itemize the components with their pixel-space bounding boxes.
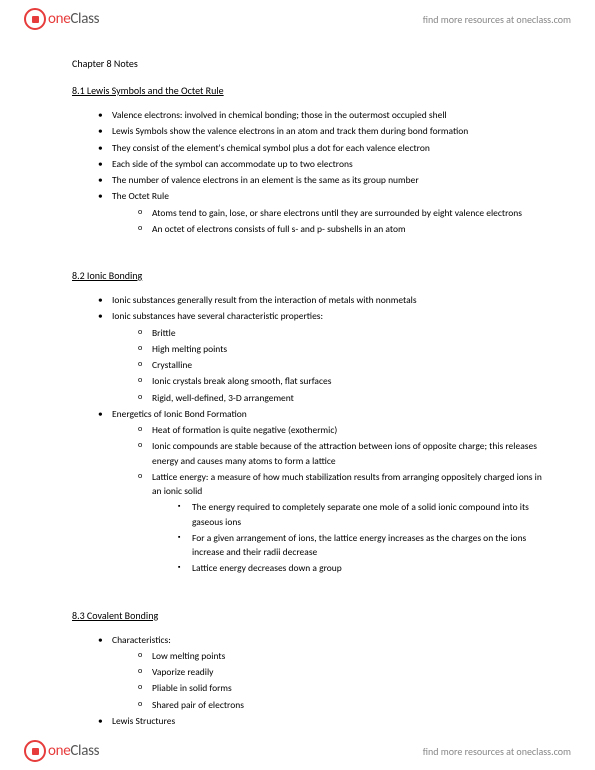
bullet-list-level-2: Brittle High melting points Crystalline Ion… xyxy=(112,326,545,405)
list-item-text: Heat of formation is quite negative (exo… xyxy=(152,424,337,436)
section-gap xyxy=(72,578,545,602)
list-item-text: For a given arrangement of ions, the lat… xyxy=(192,532,526,558)
list-item: Shared pair of electrons xyxy=(138,698,545,712)
list-item: Lewis Structures xyxy=(98,714,545,728)
document-content: Chapter 8 Notes 8.1 Lewis Symbols and th… xyxy=(72,56,545,730)
list-item: Vaporize readily xyxy=(138,665,545,679)
list-item-text: The energy required to completely separa… xyxy=(192,501,529,527)
list-item-text: Crystalline xyxy=(152,359,192,371)
list-item-text: Shared pair of electrons xyxy=(152,699,244,711)
list-item: The Octet Rule Atoms tend to gain, lose, … xyxy=(98,189,545,236)
list-item-text: Pliable in solid forms xyxy=(152,682,232,694)
logo-text-class: Class xyxy=(70,10,99,28)
list-item: Energetics of Ionic Bond Formation Heat o… xyxy=(98,407,545,576)
bullet-list-level-1: Ionic substances generally result from t… xyxy=(72,293,545,576)
list-item: The number of valence electrons in an el… xyxy=(98,173,545,187)
list-item-text: Valence electrons: involved in chemical … xyxy=(112,109,447,121)
list-item-text: Lattice energy decreases down a group xyxy=(192,562,342,574)
bullet-list-level-2: Atoms tend to gain, lose, or share elect… xyxy=(112,206,545,237)
list-item: Ionic substances generally result from t… xyxy=(98,293,545,307)
list-item-text: Characteristics: xyxy=(112,634,171,646)
list-item: Pliable in solid forms xyxy=(138,681,545,695)
logo-text: oneClass xyxy=(48,10,99,28)
bullet-list-level-2: Low melting points Vaporize readily Pliabl… xyxy=(112,649,545,712)
list-item-text: Each side of the symbol can accommodate … xyxy=(112,158,353,170)
section-heading: 8.3 Covalent Bonding xyxy=(72,608,545,623)
list-item-text: Rigid, well-defined, 3-D arrangement xyxy=(152,392,294,404)
logo-icon xyxy=(24,8,46,30)
list-item: The energy required to completely separa… xyxy=(178,500,545,529)
list-item-text: Ionic substances generally result from t… xyxy=(112,294,417,306)
list-item: Lattice energy decreases down a group xyxy=(178,561,545,575)
list-item: Rigid, well-defined, 3-D arrangement xyxy=(138,391,545,405)
list-item-text: High melting points xyxy=(152,343,227,355)
list-item-text: Brittle xyxy=(152,327,176,339)
list-item: For a given arrangement of ions, the lat… xyxy=(178,531,545,560)
list-item: Valence electrons: involved in chemical … xyxy=(98,108,545,122)
list-item-text: Ionic compounds are stable because of th… xyxy=(152,440,537,466)
list-item: High melting points xyxy=(138,342,545,356)
list-item: Lewis Symbols show the valence electrons… xyxy=(98,124,545,138)
bullet-list-level-1: Characteristics: Low melting points Vapori… xyxy=(72,633,545,729)
brand-logo: oneClass xyxy=(24,8,99,30)
logo-text-one: one xyxy=(48,10,70,28)
section-gap xyxy=(72,238,545,262)
bullet-list-level-1: Valence electrons: involved in chemical … xyxy=(72,108,545,236)
list-item: Ionic substances have several characteri… xyxy=(98,309,545,405)
list-item-text: An octet of electrons consists of full s… xyxy=(152,223,406,235)
logo-text-one: one xyxy=(48,742,70,760)
chapter-title: Chapter 8 Notes xyxy=(72,56,545,71)
list-item-text: Atoms tend to gain, lose, or share elect… xyxy=(152,207,522,219)
logo-text: oneClass xyxy=(48,742,99,760)
list-item: Crystalline xyxy=(138,358,545,372)
logo-text-class: Class xyxy=(70,742,99,760)
list-item-text: Vaporize readily xyxy=(152,666,213,678)
list-item-text: Energetics of Ionic Bond Formation xyxy=(112,408,247,420)
list-item: Heat of formation is quite negative (exo… xyxy=(138,423,545,437)
brand-logo-footer: oneClass xyxy=(24,740,99,762)
section-heading: 8.1 Lewis Symbols and the Octet Rule xyxy=(72,83,545,98)
list-item: An octet of electrons consists of full s… xyxy=(138,222,545,236)
list-item: They consist of the element's chemical s… xyxy=(98,141,545,155)
list-item-text: Ionic crystals break along smooth, flat … xyxy=(152,375,331,387)
list-item: Each side of the symbol can accommodate … xyxy=(98,157,545,171)
list-item: Lattice energy: a measure of how much st… xyxy=(138,470,545,576)
footer-resources-link[interactable]: find more resources at oneclass.com xyxy=(423,745,571,758)
list-item-text: Ionic substances have several characteri… xyxy=(112,310,323,322)
list-item-text: They consist of the element's chemical s… xyxy=(112,142,430,154)
list-item-text: The Octet Rule xyxy=(112,190,169,202)
list-item: Brittle xyxy=(138,326,545,340)
list-item-text: Lewis Symbols show the valence electrons… xyxy=(112,125,468,137)
list-item: Ionic compounds are stable because of th… xyxy=(138,439,545,468)
list-item: Low melting points xyxy=(138,649,545,663)
list-item: Ionic crystals break along smooth, flat … xyxy=(138,374,545,388)
page-footer: oneClass find more resources at oneclass… xyxy=(0,732,595,770)
list-item: Characteristics: Low melting points Vapori… xyxy=(98,633,545,712)
list-item-text: Lewis Structures xyxy=(112,715,175,727)
section-heading: 8.2 Ionic Bonding xyxy=(72,268,545,283)
list-item-text: Low melting points xyxy=(152,650,225,662)
page-header: oneClass find more resources at oneclass… xyxy=(0,0,595,38)
list-item-text: The number of valence electrons in an el… xyxy=(112,174,419,186)
list-item-text: Lattice energy: a measure of how much st… xyxy=(152,471,542,497)
bullet-list-level-2: Heat of formation is quite negative (exo… xyxy=(112,423,545,576)
header-resources-link[interactable]: find more resources at oneclass.com xyxy=(423,13,571,26)
bullet-list-level-3: The energy required to completely separa… xyxy=(152,500,545,575)
list-item: Atoms tend to gain, lose, or share elect… xyxy=(138,206,545,220)
logo-icon xyxy=(24,740,46,762)
